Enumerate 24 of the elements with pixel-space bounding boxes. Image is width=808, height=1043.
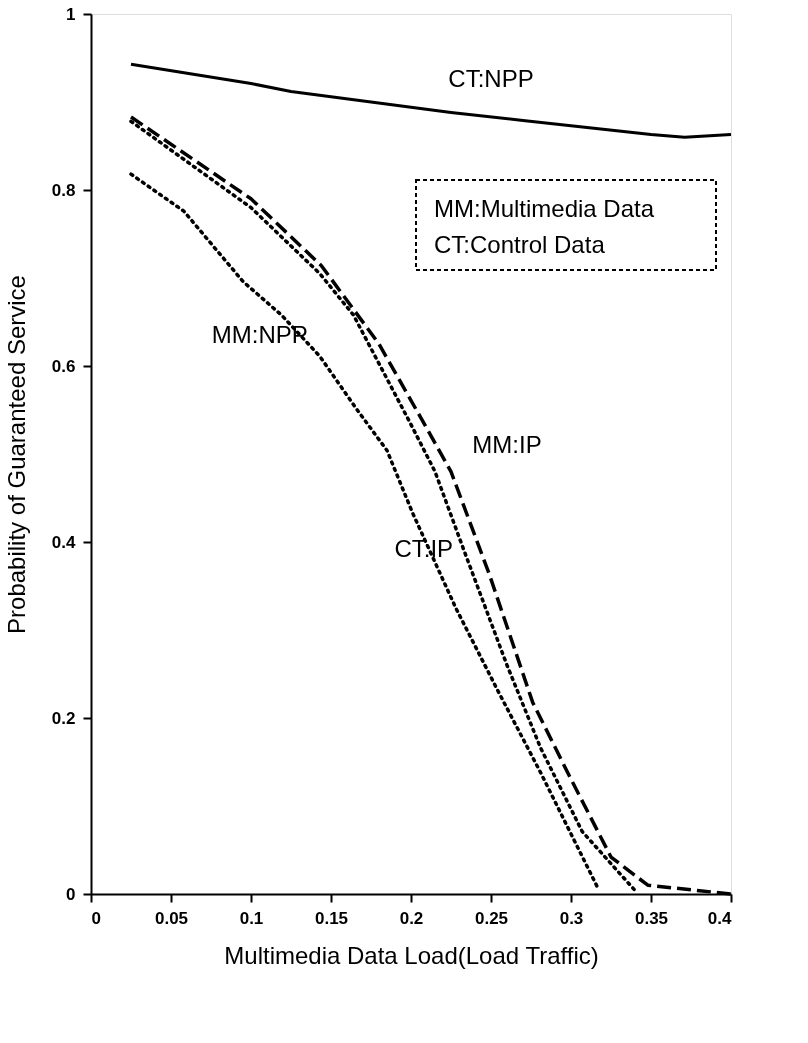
x-tick-label: 0	[91, 908, 101, 928]
annotation: CT:Control Data	[434, 231, 606, 258]
y-tick-label: 0.6	[51, 356, 76, 376]
annotation: MM:Multimedia Data	[434, 195, 655, 222]
y-tick-label: 1	[66, 4, 76, 24]
x-tick-label: 0.2	[399, 908, 424, 928]
x-tick-label: 0.4	[707, 908, 733, 928]
x-tick-label: 0.25	[474, 908, 509, 928]
y-tick-label: 0.4	[51, 532, 77, 552]
y-axis-title: Probability of Guaranteed Service	[2, 275, 30, 634]
series-label: MM:NPP	[211, 321, 308, 349]
y-tick-label: 0.8	[51, 180, 76, 200]
x-tick-label: 0.1	[239, 908, 264, 928]
x-tick-label: 0.05	[154, 908, 189, 928]
x-tick-label: 0.15	[314, 908, 349, 928]
x-axis-title: Multimedia Data Load(Load Traffic)	[224, 941, 599, 969]
y-tick-label: 0.2	[51, 708, 76, 728]
y-tick-label: 0	[66, 884, 76, 904]
series-label: MM:IP	[472, 430, 542, 458]
x-tick-label: 0.3	[559, 908, 584, 928]
x-tick-label: 0.35	[634, 908, 669, 928]
series-label: CT:NPP	[448, 64, 534, 92]
series-label: CT:IP	[394, 534, 454, 562]
line-series	[129, 62, 733, 139]
